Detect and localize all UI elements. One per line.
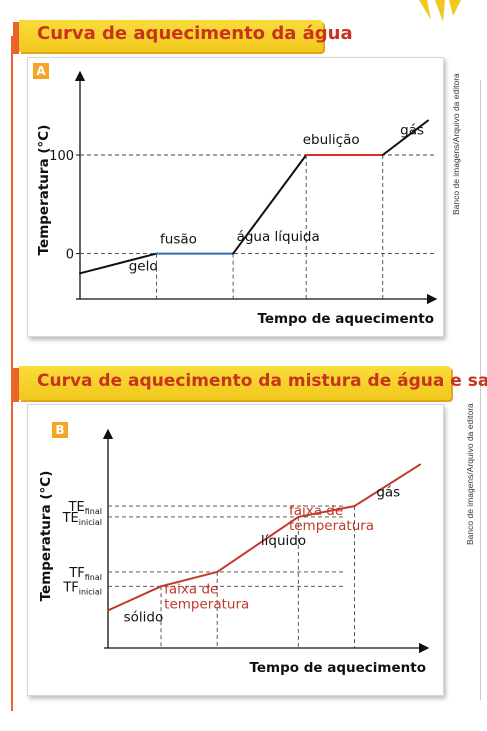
- series-segment-2: [232, 154, 308, 255]
- y-tick-label-1: 0: [66, 248, 74, 263]
- banner-tab-a: [13, 22, 19, 54]
- series-segment-0: [107, 585, 163, 612]
- annotation-4: gás: [376, 484, 400, 500]
- x-axis-label: Tempo de aquecimento: [257, 311, 434, 327]
- banner-tab-b: [13, 368, 19, 402]
- annotation-0: gelo: [129, 258, 158, 274]
- annotation-3-line-1: temperatura: [289, 518, 374, 534]
- corner-decoration: [419, 0, 461, 22]
- y-tick-label-0: 100: [49, 149, 74, 164]
- chart-b-panel: B TEfinal TEinicial TFfinal TFinicial sólido…: [27, 404, 444, 696]
- y-tick-label-0: TEfinal: [68, 500, 102, 516]
- chart-a-title: Curva de aquecimento da água: [37, 23, 353, 44]
- page-left-border: [11, 36, 13, 711]
- chart-b-title: Curva de aquecimento da mistura de água …: [37, 371, 487, 391]
- chart-a-banner: Curva de aquecimento da água: [19, 20, 353, 52]
- chart-a-panel: A 100 0 gelo fusão água líquida ebulição gás Te…: [27, 57, 444, 337]
- series-segment-0: [79, 252, 158, 275]
- annotation-1-line-1: temperatura: [164, 597, 249, 613]
- x-axis-label: Tempo de aquecimento: [249, 660, 426, 676]
- series-segment-2: [216, 515, 300, 573]
- annotation-3: ebulição: [303, 132, 360, 148]
- credit-b: Banco de imagens/Arquivo da editora: [465, 403, 475, 545]
- annotation-1-line-0: faixa de: [164, 582, 218, 598]
- y-tick-label-1: TEinicial: [62, 511, 102, 527]
- chart-a-badge: A: [33, 63, 49, 79]
- series-segment-1: [160, 570, 219, 588]
- y-axis-label: Temperatura (°C): [36, 125, 52, 256]
- chart-b-banner: Curva de aquecimento da mistura de água …: [19, 366, 487, 400]
- chart-b-badge: B: [52, 422, 68, 438]
- credit-a: Banco de imagens/Arquivo da editora: [451, 73, 461, 215]
- annotation-4: gás: [400, 122, 424, 138]
- series-segment-4: [353, 463, 421, 508]
- series-segment-3: [297, 505, 356, 518]
- annotation-2: líquido: [261, 533, 306, 549]
- chart-b: TEfinalTEinicialTFfinalTFinicialsólidofa…: [38, 428, 430, 676]
- annotation-3-line-0: faixa de: [289, 503, 343, 519]
- series-segment-4: [381, 119, 429, 156]
- annotation-0: sólido: [124, 610, 164, 626]
- y-axis-label: Temperatura (°C): [38, 471, 54, 602]
- annotation-2: água líquida: [237, 229, 320, 245]
- page-right-edge: [480, 80, 481, 700]
- y-tick-label-2: TFfinal: [68, 566, 102, 582]
- y-tick-label-3: TFinicial: [62, 580, 102, 596]
- annotation-1: fusão: [160, 232, 197, 248]
